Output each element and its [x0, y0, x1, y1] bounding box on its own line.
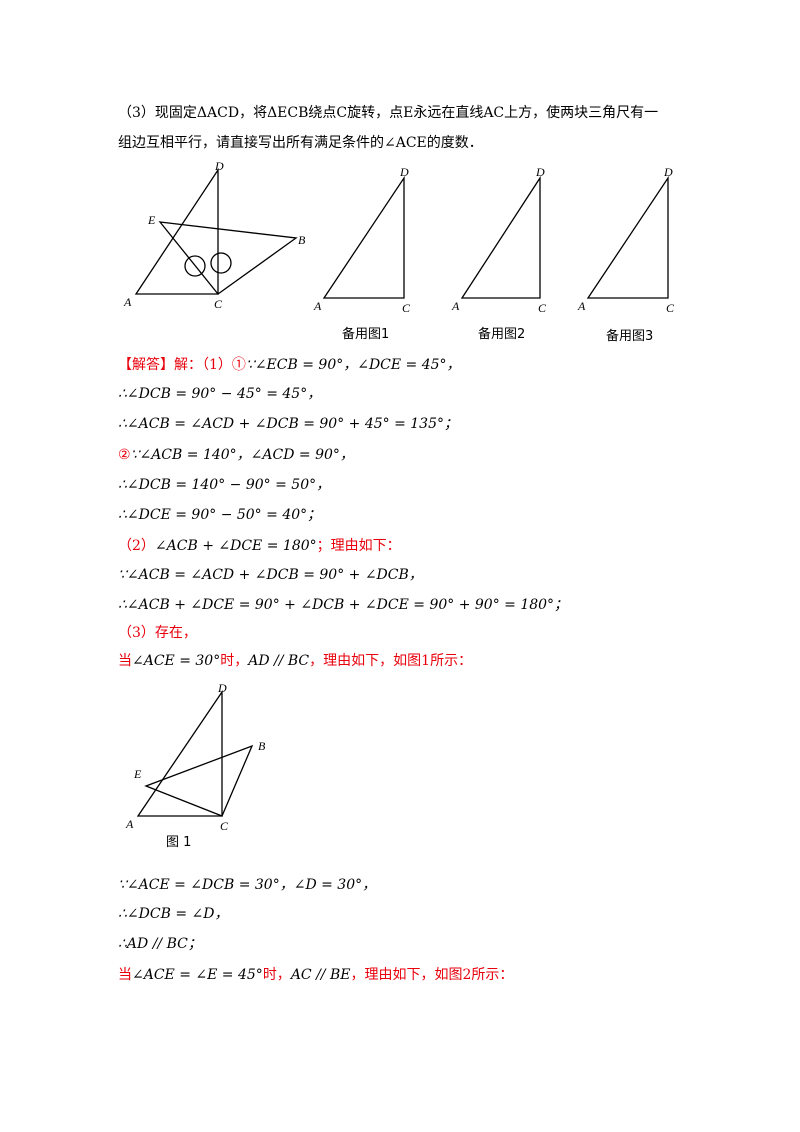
solution-line-1: 【解答】解：（1）①∵∠ECB = 90°，∠DCE = 45°，: [118, 356, 461, 374]
label-e: E: [147, 213, 156, 227]
figure-1: D B E A C 图 1: [118, 676, 298, 856]
triangle-acd: [134, 167, 219, 295]
solution-l15-suffix: ，理由如下，如图2所示：: [350, 967, 514, 983]
solution-header: 【解答】: [118, 357, 174, 373]
circle-mark-1: [184, 255, 206, 277]
solution-l15-math: ∠ACE = ∠E = 45°: [132, 967, 263, 983]
backup-figure-1: D A C 备用图1: [312, 160, 432, 345]
solution-line-4: ②∵∠ACB = 140°，∠ACD = 90°，: [118, 446, 354, 464]
backup-figure-2: D A C 备用图2: [448, 160, 568, 345]
backup-figure-3: D A C 备用图3: [576, 160, 696, 345]
main-figure: D E B A C: [118, 158, 318, 318]
solution-l11-math: ∠ACE = 30°: [132, 653, 221, 669]
backup3-label-c: C: [666, 301, 675, 315]
problem-line-2: 组边互相平行，请直接写出所有满足条件的∠ACE的度数．: [118, 135, 483, 151]
fig1-triangle-ecb: [144, 744, 254, 817]
label-a: A: [123, 295, 132, 309]
solution-l1-math: ∵∠ECB = 90°，∠DCE = 45°，: [245, 357, 461, 373]
fig1-label-c: C: [220, 819, 229, 833]
solution-l15-mid: 时，: [262, 967, 291, 983]
solution-l7-math: ∠ACB + ∠DCE = 180°: [154, 538, 317, 554]
solution-l4-math: ∵∠ACB = 140°，∠ACD = 90°，: [130, 447, 354, 463]
label-b: B: [298, 233, 306, 247]
backup2-label-a: A: [451, 299, 460, 313]
solution-l11-mid: 时，: [220, 653, 249, 669]
fig1-triangle-acd: [136, 689, 223, 817]
solution-line-3: ∴∠ACB = ∠ACD + ∠DCB = 90° + 45° = 135°；: [118, 416, 458, 432]
solution-line-12: ∵∠ACE = ∠DCB = 30°，∠D = 30°，: [118, 877, 377, 893]
label-d: D: [214, 159, 224, 173]
backup1-label-d: D: [399, 165, 409, 179]
solution-line-10: （3）存在，: [118, 625, 197, 641]
backup3-label-d: D: [663, 165, 673, 179]
solution-line-8: ∵∠ACB = ∠ACD + ∠DCB = 90° + ∠DCB，: [118, 567, 423, 583]
fig1-label-e: E: [133, 767, 142, 781]
backup1-caption: 备用图1: [342, 326, 389, 342]
backup1-label-a: A: [313, 299, 322, 313]
backup3-label-a: A: [577, 299, 586, 313]
solution-l11-suffix: ，理由如下，如图1所示：: [309, 653, 473, 669]
solution-l1-prefix: 解：（1）①: [174, 357, 246, 373]
solution-line-13: ∴∠DCB = ∠D，: [118, 906, 229, 922]
solution-line-7: （2）∠ACB + ∠DCE = 180°；理由如下：: [118, 537, 401, 555]
circle-mark-2: [210, 252, 232, 274]
fig1-label-b: B: [258, 739, 266, 753]
backup3-triangle: [586, 175, 669, 299]
problem-line-1: （3）现固定ΔACD，将ΔECB绕点C旋转，点E永远在直线AC上方，使两块三角尺…: [118, 105, 659, 121]
solution-line-5: ∴∠DCB = 140° − 90° = 50°，: [118, 477, 331, 493]
fig1-label-a: A: [125, 817, 134, 831]
backup2-label-c: C: [538, 301, 547, 315]
solution-l11-prefix: 当: [118, 653, 132, 669]
fig1-label-d: D: [217, 681, 227, 695]
solution-line-2: ∴∠DCB = 90° − 45° = 45°，: [118, 386, 322, 402]
backup1-label-c: C: [402, 301, 411, 315]
solution-line-15: 当∠ACE = ∠E = 45°时，AC // BE，理由如下，如图2所示：: [118, 966, 513, 984]
solution-line-14: ∴AD // BC；: [118, 936, 202, 952]
solution-l15-prefix: 当: [118, 967, 132, 983]
triangle-ecb: [158, 221, 298, 295]
label-c: C: [214, 297, 223, 311]
solution-line-11: 当∠ACE = 30°时，AD // BC，理由如下，如图1所示：: [118, 652, 472, 670]
backup1-triangle: [322, 175, 405, 299]
solution-l7-suffix: ；理由如下：: [316, 538, 401, 554]
solution-l15-math2: AC // BE: [290, 967, 351, 983]
solution-l4-prefix: ②: [118, 447, 131, 463]
backup2-triangle: [460, 175, 541, 299]
solution-l11-math2: AD // BC: [248, 653, 310, 669]
backup2-label-d: D: [535, 165, 545, 179]
solution-line-6: ∴∠DCE = 90° − 50° = 40°；: [118, 507, 322, 523]
solution-l7-prefix: （2）: [118, 538, 155, 554]
backup2-caption: 备用图2: [478, 326, 525, 342]
solution-line-9: ∴∠ACB + ∠DCE = 90° + ∠DCB + ∠DCE = 90° +…: [118, 597, 569, 613]
fig1-caption: 图 1: [166, 835, 191, 850]
backup3-caption: 备用图3: [606, 328, 653, 344]
